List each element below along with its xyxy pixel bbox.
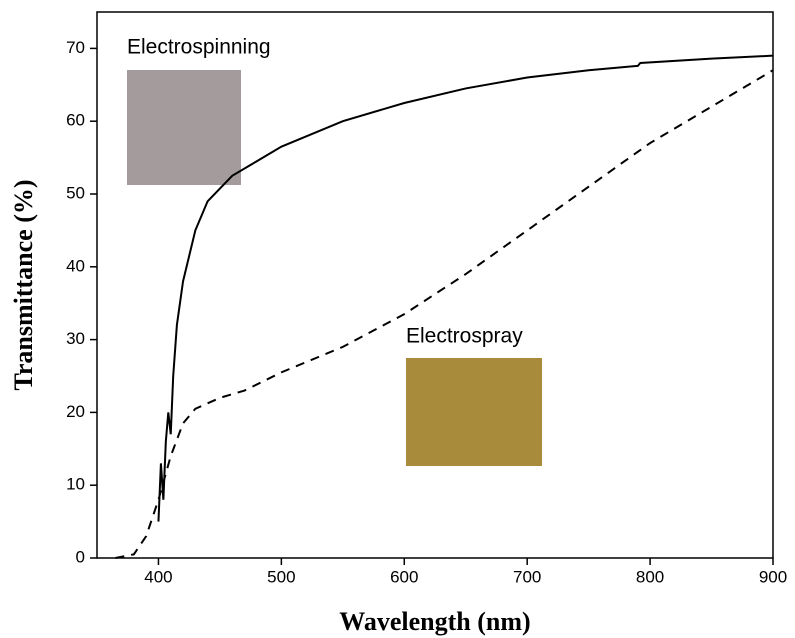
y-tick-label: 0: [76, 547, 85, 566]
series-label: Electrospray: [406, 325, 523, 348]
x-tick-label: 600: [390, 567, 418, 586]
x-tick-label: 900: [759, 567, 787, 586]
series-label: Electrospinning: [127, 36, 271, 59]
x-tick-label: 700: [513, 567, 541, 586]
y-tick-label: 30: [66, 329, 85, 348]
y-tick-label: 20: [66, 402, 85, 421]
y-axis-title: Transmittance (%): [9, 179, 38, 390]
chart: Wavelength (nm) Transmittance (%) 400500…: [0, 0, 795, 638]
x-tick-label: 400: [144, 567, 172, 586]
x-tick-label: 500: [267, 567, 295, 586]
x-tick-label: 800: [636, 567, 664, 586]
y-tick-label: 40: [66, 256, 85, 275]
y-tick-label: 70: [66, 38, 85, 57]
x-axis-title: Wavelength (nm): [339, 607, 530, 636]
electrospray-photo: [406, 358, 542, 466]
electrospinning-photo: [127, 70, 241, 185]
y-tick-label: 50: [66, 183, 85, 202]
y-tick-label: 60: [66, 111, 85, 130]
y-tick-label: 10: [66, 475, 85, 494]
